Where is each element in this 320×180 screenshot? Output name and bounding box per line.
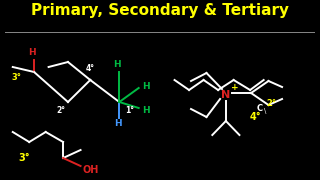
Text: H: H: [115, 118, 122, 127]
Text: 1°: 1°: [125, 105, 134, 114]
Text: 4°: 4°: [86, 64, 95, 73]
Text: OH: OH: [83, 165, 99, 175]
Text: H: H: [143, 105, 150, 114]
Text: N: N: [221, 90, 230, 100]
Text: 2°: 2°: [57, 105, 66, 114]
Text: 3°: 3°: [12, 73, 22, 82]
Text: 2°: 2°: [267, 98, 277, 107]
Text: C: C: [257, 103, 263, 112]
Text: H: H: [28, 48, 36, 57]
Text: +: +: [231, 82, 238, 91]
Text: H: H: [143, 82, 150, 91]
Text: H: H: [114, 60, 121, 69]
Text: \: \: [264, 108, 266, 114]
Text: 3°: 3°: [19, 153, 30, 163]
Text: Primary, Secondary & Tertiary: Primary, Secondary & Tertiary: [31, 3, 289, 18]
Text: 4°: 4°: [249, 112, 261, 122]
